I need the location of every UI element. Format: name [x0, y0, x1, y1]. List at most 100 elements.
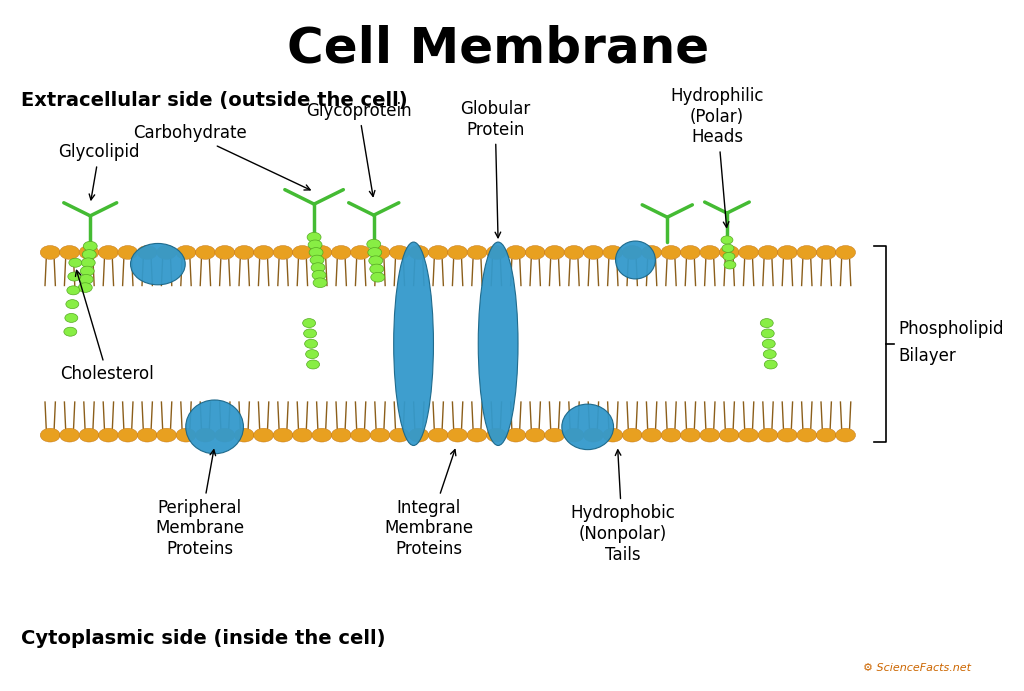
Circle shape — [309, 247, 323, 257]
Circle shape — [137, 245, 157, 259]
Circle shape — [293, 245, 312, 259]
Circle shape — [719, 428, 739, 442]
Text: Bilayer: Bilayer — [898, 347, 955, 365]
Circle shape — [370, 264, 384, 274]
Ellipse shape — [185, 400, 244, 454]
Text: Hydrophobic
(Nonpolar)
Tails: Hydrophobic (Nonpolar) Tails — [570, 450, 675, 564]
Circle shape — [486, 245, 506, 259]
Circle shape — [564, 245, 584, 259]
Circle shape — [234, 428, 254, 442]
Circle shape — [389, 245, 410, 259]
Circle shape — [369, 256, 383, 265]
Circle shape — [370, 245, 390, 259]
Circle shape — [762, 339, 775, 348]
Circle shape — [66, 300, 79, 309]
Circle shape — [59, 245, 80, 259]
Circle shape — [486, 428, 506, 442]
Circle shape — [254, 245, 273, 259]
Circle shape — [758, 245, 778, 259]
Circle shape — [273, 428, 293, 442]
Circle shape — [65, 314, 78, 323]
Circle shape — [447, 245, 468, 259]
Circle shape — [176, 245, 196, 259]
Circle shape — [313, 278, 327, 287]
Circle shape — [350, 245, 371, 259]
Circle shape — [98, 245, 119, 259]
Circle shape — [196, 245, 215, 259]
Circle shape — [584, 428, 603, 442]
Circle shape — [723, 252, 735, 261]
Circle shape — [137, 428, 157, 442]
Circle shape — [777, 245, 798, 259]
Circle shape — [699, 245, 720, 259]
Circle shape — [311, 263, 325, 272]
Circle shape — [506, 245, 525, 259]
Circle shape — [69, 258, 82, 267]
Circle shape — [525, 245, 545, 259]
Circle shape — [545, 428, 564, 442]
Circle shape — [603, 428, 623, 442]
Circle shape — [545, 245, 564, 259]
Circle shape — [642, 245, 662, 259]
Circle shape — [79, 274, 93, 284]
Text: Cell Membrane: Cell Membrane — [287, 25, 710, 73]
Circle shape — [368, 247, 382, 257]
Ellipse shape — [478, 242, 518, 446]
Circle shape — [761, 329, 774, 338]
Text: Cytoplasmic side (inside the cell): Cytoplasmic side (inside the cell) — [20, 629, 385, 648]
Circle shape — [367, 239, 381, 249]
Circle shape — [254, 428, 273, 442]
Circle shape — [738, 428, 759, 442]
Circle shape — [304, 329, 316, 338]
Circle shape — [59, 428, 80, 442]
Circle shape — [331, 245, 351, 259]
Circle shape — [40, 428, 60, 442]
Ellipse shape — [393, 242, 433, 446]
Circle shape — [215, 428, 234, 442]
Circle shape — [816, 245, 837, 259]
Text: Cholesterol: Cholesterol — [60, 270, 155, 384]
Circle shape — [409, 428, 429, 442]
Circle shape — [797, 245, 817, 259]
Circle shape — [305, 350, 318, 359]
Circle shape — [67, 286, 80, 295]
Circle shape — [308, 240, 322, 249]
Circle shape — [118, 428, 138, 442]
Circle shape — [312, 428, 332, 442]
Circle shape — [758, 428, 778, 442]
Circle shape — [836, 428, 855, 442]
Circle shape — [79, 245, 99, 259]
Text: Extracellular side (outside the cell): Extracellular side (outside the cell) — [20, 91, 408, 110]
Circle shape — [63, 328, 77, 337]
Circle shape — [506, 428, 525, 442]
Circle shape — [157, 245, 176, 259]
Circle shape — [81, 258, 95, 267]
Text: Glycoprotein: Glycoprotein — [306, 102, 412, 196]
Ellipse shape — [562, 404, 613, 450]
Circle shape — [467, 245, 487, 259]
Circle shape — [118, 245, 138, 259]
Circle shape — [760, 319, 773, 328]
Circle shape — [370, 428, 390, 442]
Circle shape — [40, 245, 60, 259]
Text: ⚙ ScienceFacts.net: ⚙ ScienceFacts.net — [862, 663, 971, 673]
Circle shape — [623, 245, 642, 259]
Circle shape — [196, 428, 215, 442]
Text: Peripheral
Membrane
Proteins: Peripheral Membrane Proteins — [155, 450, 245, 558]
Circle shape — [836, 245, 855, 259]
Ellipse shape — [130, 243, 185, 285]
Circle shape — [307, 232, 322, 242]
Text: Integral
Membrane
Proteins: Integral Membrane Proteins — [384, 450, 473, 558]
Circle shape — [68, 272, 81, 281]
Circle shape — [428, 428, 449, 442]
Circle shape — [724, 261, 736, 269]
Ellipse shape — [615, 241, 655, 279]
Circle shape — [83, 241, 97, 251]
Circle shape — [447, 428, 468, 442]
Circle shape — [764, 360, 777, 369]
Circle shape — [642, 428, 662, 442]
Text: Carbohydrate: Carbohydrate — [133, 124, 310, 190]
Circle shape — [331, 428, 351, 442]
Circle shape — [409, 245, 429, 259]
Circle shape — [293, 428, 312, 442]
